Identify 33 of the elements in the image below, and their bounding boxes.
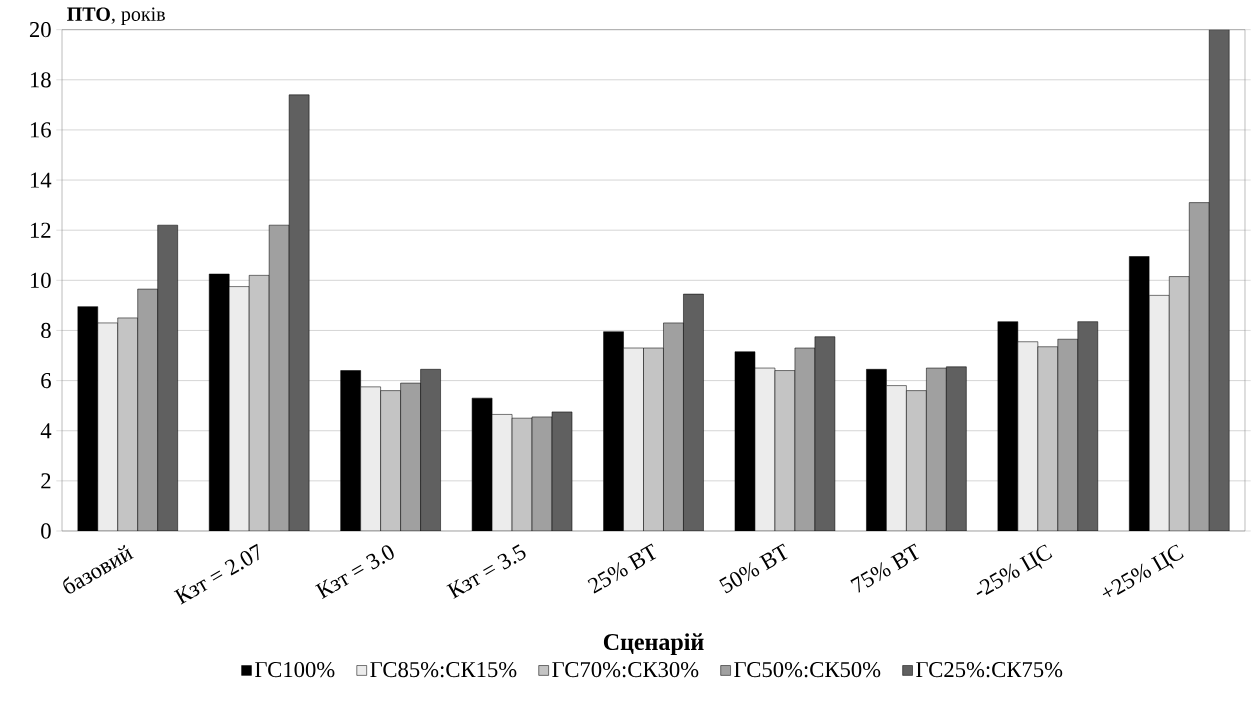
bar: [228, 286, 250, 531]
legend-label: ГС85%:СК15%: [370, 661, 517, 678]
y-tick-label: 12: [30, 222, 51, 238]
y-axis-title: ПТО, років: [67, 7, 165, 25]
y-tick-label: 4: [40, 423, 52, 439]
x-tick-label: 75% ВТ: [850, 543, 920, 593]
bar: [360, 386, 381, 531]
legend-label: ГС50%:СК50%: [734, 661, 881, 678]
y-tick-label: 18: [30, 72, 51, 88]
y-tick-label: 8: [41, 322, 51, 339]
y-tick-label: 20: [29, 22, 51, 38]
y-tick-label: 14: [30, 172, 52, 188]
bar: [1149, 295, 1170, 531]
y-tick-label: 10: [30, 272, 51, 288]
legend-label: ГС70%:СК30%: [552, 661, 699, 678]
x-tick-label: 50% ВТ: [719, 543, 788, 594]
x-tick-label: -25% ЦС: [976, 544, 1053, 596]
legend-label: ГС25%:СК75%: [916, 661, 1063, 678]
x-tick-label: Кзт = 3.0: [314, 545, 394, 599]
bar: [886, 385, 907, 531]
bar: [623, 347, 644, 531]
bar: [97, 322, 119, 531]
y-tick-label: 6: [41, 372, 51, 389]
x-tick-label: Кзт = 3.5: [446, 544, 526, 599]
x-axis-title: Сценарій: [603, 633, 704, 655]
y-tick-label: 0: [41, 523, 51, 539]
x-tick-label: Кзт = 2.07: [173, 543, 259, 605]
bar: [1017, 341, 1039, 531]
x-tick-label: +25% ЦС: [1102, 544, 1184, 598]
legend-label: ГС100%: [255, 661, 335, 678]
x-tick-label: 25% ВТ: [587, 543, 657, 594]
y-tick-label: 16: [30, 122, 51, 138]
y-tick-label: 2: [41, 473, 51, 489]
